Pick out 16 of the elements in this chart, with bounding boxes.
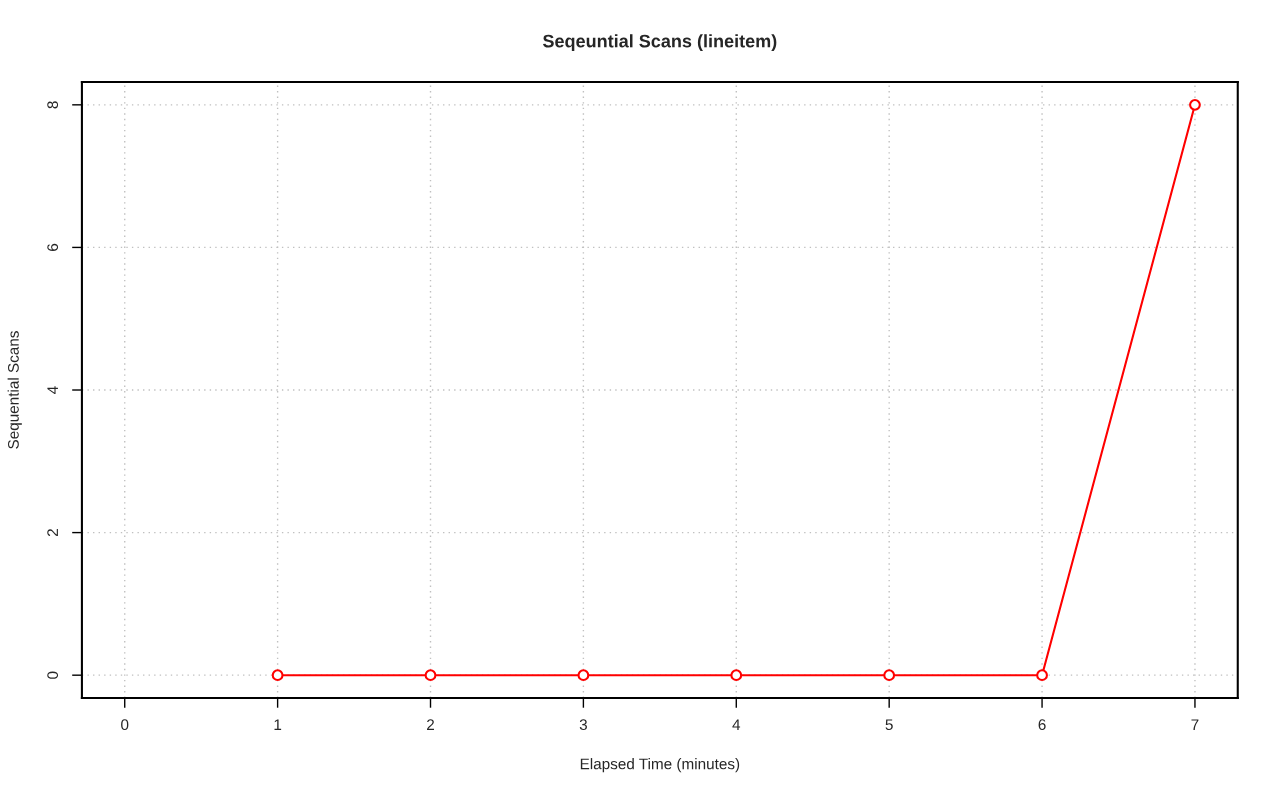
x-tick-label: 5: [885, 719, 893, 731]
y-tick-label: 6: [47, 243, 59, 251]
x-tick-label: 6: [1038, 719, 1046, 731]
x-tick-label: 4: [732, 719, 741, 730]
y-tick-label: 2: [47, 529, 58, 537]
y-axis-title: Sequential Scans: [7, 331, 22, 449]
x-axis-title: Elapsed Time (minutes): [580, 758, 740, 773]
x-tick-label: 2: [427, 719, 434, 730]
x-tick-label: 1: [274, 719, 282, 730]
y-tick-label: 0: [47, 671, 59, 679]
x-tick-label: 3: [579, 719, 587, 731]
x-tick-label: 0: [121, 719, 129, 731]
x-tick-label: 7: [1191, 719, 1199, 730]
y-tick-label: 8: [47, 101, 59, 109]
y-tick-label: 4: [47, 386, 58, 394]
chart-title: Seqeuntial Scans (lineitem): [542, 34, 777, 52]
